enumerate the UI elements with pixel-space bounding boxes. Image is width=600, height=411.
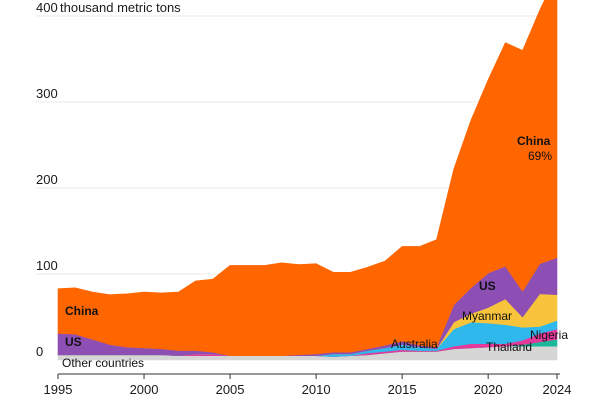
annotation-thailand: Thailand [486, 340, 532, 354]
stacked-areas [57, 0, 558, 361]
annotation-myanmar: Myanmar [462, 309, 512, 323]
annotation-other-countries: Other countries [62, 356, 144, 370]
annotation-us-lower: US [65, 335, 82, 349]
annotation-australia: Australia [391, 337, 438, 351]
y-tick-label-300: 300 [36, 86, 58, 101]
x-tick-label-2000: 2000 [130, 382, 159, 397]
x-tick-label-2010: 2010 [302, 382, 331, 397]
annotation-china-upper: China [517, 134, 551, 148]
y-axis-unit-label: thousand metric tons [60, 0, 181, 15]
y-axis: 0 100 200 300 400 [36, 0, 58, 359]
area-china [57, 0, 558, 356]
annotation-china-lower: China [65, 304, 99, 318]
annotation-us-upper: US [479, 279, 496, 293]
annotation-china-share: 69% [528, 149, 552, 163]
y-tick-label-100: 100 [36, 258, 58, 273]
x-tick-label-2015: 2015 [388, 382, 417, 397]
y-tick-label-200: 200 [36, 172, 58, 187]
x-tick-label-1995: 1995 [44, 382, 73, 397]
y-tick-label-0: 0 [36, 344, 43, 359]
x-tick-label-2020: 2020 [474, 382, 503, 397]
annotation-nigeria: Nigeria [530, 328, 568, 342]
y-tick-label-400: 400 [36, 0, 58, 15]
x-axis: 1995 2000 2005 2010 2015 2020 2024 [44, 373, 572, 397]
x-tick-label-2005: 2005 [216, 382, 245, 397]
x-tick-label-2024: 2024 [543, 382, 572, 397]
